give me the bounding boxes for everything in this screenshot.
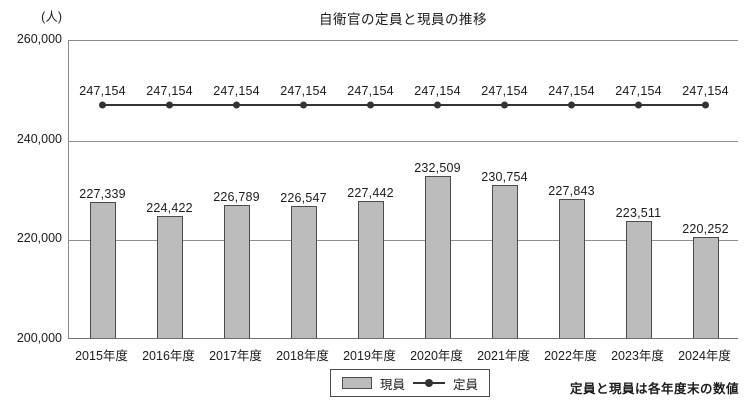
x-tick-label: 2022年度 (544, 349, 597, 363)
x-tick-label: 2017年度 (209, 349, 262, 363)
bar-2016年度 (156, 216, 183, 338)
bar-value-label: 226,789 (213, 189, 260, 204)
gridline (69, 140, 738, 142)
legend: 現員 定員 (330, 369, 490, 397)
line-value-label: 247,154 (146, 84, 193, 99)
y-axis-unit-label: (人) (41, 10, 62, 24)
bar-value-label: 227,339 (79, 186, 126, 201)
x-tick-label: 2016年度 (142, 349, 195, 363)
line-point (233, 101, 240, 109)
footnote: 定員と現員は各年度末の数値 (569, 382, 739, 396)
x-tick-label: 2019年度 (343, 349, 396, 363)
chart-title: 自衛官の定員と現員の推移 (319, 12, 487, 27)
bar-value-label: 230,754 (481, 169, 528, 184)
bar-value-label: 227,442 (347, 186, 394, 201)
bar-2021年度 (491, 184, 518, 338)
x-tick-label: 2021年度 (477, 349, 530, 363)
line-value-label: 247,154 (213, 84, 260, 99)
y-tick-label: 220,000 (16, 231, 62, 246)
line-value-label: 247,154 (548, 84, 595, 99)
x-tick-label: 2015年度 (75, 349, 128, 363)
bar-value-label: 220,252 (682, 222, 729, 237)
y-tick-label: 260,000 (16, 32, 62, 46)
bar-2024年度 (692, 237, 719, 338)
line-value-label: 247,154 (79, 84, 126, 99)
line-value-label: 247,154 (682, 84, 729, 99)
y-tick-label: 240,000 (16, 131, 62, 146)
bar-value-label: 227,843 (548, 184, 595, 199)
bar-legend-swatch (341, 377, 372, 389)
x-tick-label: 2018年度 (276, 349, 329, 363)
bar-2023年度 (625, 220, 652, 338)
bar-value-label: 224,422 (146, 201, 193, 216)
line-value-label: 247,154 (414, 84, 461, 99)
legend-label-line: 定員 (453, 377, 479, 392)
line-point (702, 101, 709, 109)
line-point (99, 101, 106, 109)
bar-2019年度 (357, 201, 384, 338)
line-point (501, 101, 508, 109)
line-value-label: 247,154 (280, 84, 327, 99)
bar-value-label: 226,547 (280, 190, 327, 205)
y-tick-label: 200,000 (16, 331, 62, 345)
line-point (568, 101, 575, 109)
line-point (635, 101, 642, 109)
line-point (367, 101, 374, 109)
x-tick-label: 2023年度 (611, 349, 664, 363)
bar-2018年度 (290, 205, 317, 338)
bar-2020年度 (424, 176, 451, 338)
bar-2017年度 (223, 204, 250, 338)
line-point (434, 101, 441, 109)
bar-2015年度 (89, 201, 116, 338)
line-legend-swatch (413, 378, 445, 388)
x-tick-label: 2024年度 (678, 349, 731, 363)
line-value-label: 247,154 (481, 84, 528, 99)
x-tick-label: 2020年度 (410, 349, 463, 363)
bar-value-label: 223,511 (615, 205, 662, 220)
bar-value-label: 232,509 (414, 160, 461, 175)
line-point (300, 101, 307, 109)
gridline (69, 240, 738, 242)
line-value-label: 247,154 (347, 84, 394, 99)
plot-area: 227,339 224,422 226,789 226,547 227,442 232,5… (68, 40, 738, 339)
line-point (166, 101, 173, 109)
legend-label-bar: 現員 (379, 377, 405, 392)
line-sample-dot (425, 379, 433, 387)
bar-2022年度 (558, 199, 585, 338)
line-series-定員 (99, 101, 709, 109)
line-value-label: 247,154 (615, 84, 662, 99)
